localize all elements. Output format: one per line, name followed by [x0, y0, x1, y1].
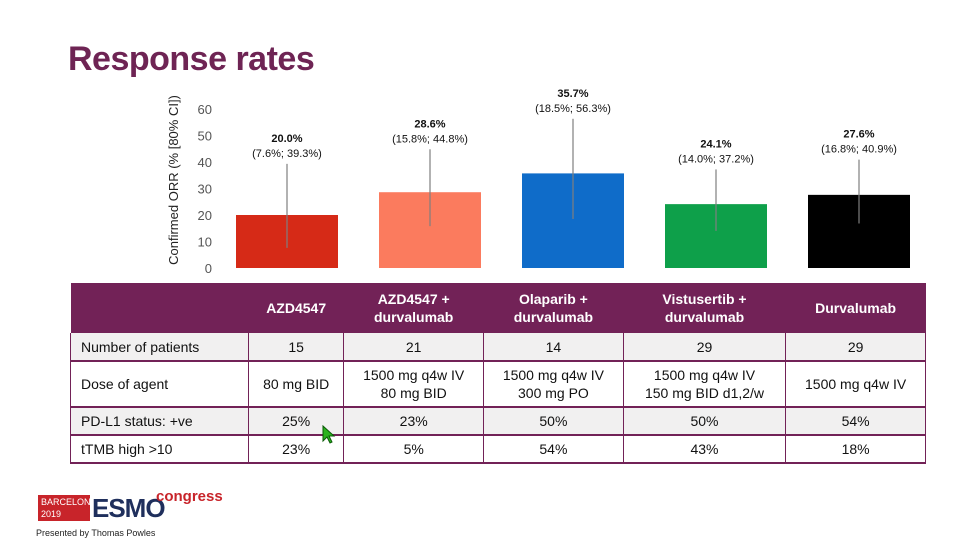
row-label: Number of patients [70, 333, 249, 362]
presenter-credit: Presented by Thomas Powles [36, 528, 156, 538]
row-label: PD-L1 status: +ve [70, 407, 249, 436]
ci-label: (18.5%; 56.3%) [535, 103, 611, 115]
slide-title: Response rates [68, 40, 315, 78]
data-label: 24.1% [700, 138, 731, 150]
patient-characteristics-table: AZD4547 AZD4547 + durvalumab Olaparib + … [70, 283, 926, 464]
y-tick-label: 50 [198, 129, 212, 144]
y-tick-label: 10 [198, 235, 212, 250]
table-cell: 15 [247, 333, 345, 362]
ci-label: (15.8%; 44.8%) [392, 133, 468, 145]
y-tick-label: 30 [198, 182, 212, 197]
logo-city-badge: BARCELONA 2019 [38, 495, 97, 521]
row-label: Dose of agent [70, 361, 249, 408]
table-cell: 1500 mg q4w IV 80 mg BID [343, 361, 485, 408]
y-tick-label: 60 [198, 102, 212, 117]
data-label: 28.6% [414, 118, 445, 130]
table-cell: 1500 mg q4w IV 300 mg PO [483, 361, 624, 408]
y-tick-label: 0 [205, 261, 212, 276]
table-header-cell: AZD4547 [248, 283, 344, 333]
table-cell: 29 [785, 333, 926, 362]
y-tick-label: 20 [198, 208, 212, 223]
table-header-cell: Olaparib + durvalumab [483, 283, 624, 333]
table-cell: 54% [785, 407, 926, 436]
logo-event: congress [156, 488, 223, 505]
table-cell: 1500 mg q4w IV [785, 361, 926, 408]
table-row: PD-L1 status: +ve 25% 23% 50% 50% 54% [70, 407, 926, 436]
table-cell: 54% [483, 435, 624, 464]
table-cell: 18% [785, 435, 926, 464]
table-cell: 50% [483, 407, 624, 436]
table-row: Number of patients 15 21 14 29 29 [70, 333, 926, 362]
ci-label: (14.0%; 37.2%) [678, 153, 754, 165]
table-cell: 14 [483, 333, 624, 362]
logo-city: BARCELONA [41, 497, 97, 507]
data-label: 20.0% [271, 133, 302, 145]
ci-label: (7.6%; 39.3%) [252, 148, 322, 160]
table-cell: 50% [622, 407, 787, 436]
table-cell: 80 mg BID [247, 361, 345, 408]
table-header-row: AZD4547 AZD4547 + durvalumab Olaparib + … [70, 283, 926, 333]
table-cell: 43% [622, 435, 787, 464]
logo-brand: ESMO [92, 493, 166, 523]
table-cell: 21 [343, 333, 485, 362]
table-cell: 23% [343, 407, 485, 436]
table-cell: 1500 mg q4w IV 150 mg BID d1,2/w [622, 361, 787, 408]
table-row: Dose of agent 80 mg BID 1500 mg q4w IV 8… [70, 361, 926, 408]
table-header-cell: Vistusertib + durvalumab [623, 283, 786, 333]
ci-label: (16.8%; 40.9%) [821, 144, 897, 156]
mouse-cursor-icon [322, 425, 336, 444]
table-cell: 5% [343, 435, 485, 464]
y-tick-label: 40 [198, 155, 212, 170]
bars-group: 20.0% (7.6%; 39.3%) 28.6% (15.8%; 44.8%) 35.… [236, 88, 910, 268]
y-axis-label: Confirmed ORR (% [80% CI]) [166, 95, 181, 265]
y-axis-ticks: 0 10 20 30 40 50 60 [198, 102, 212, 276]
table-header-cell: AZD4547 + durvalumab [343, 283, 484, 333]
esmo-congress-logo: BARCELONA 2019 ESMO congress [38, 488, 223, 529]
logo-year: 2019 [41, 509, 62, 519]
data-label: 35.7% [557, 88, 588, 100]
table-header-cell: Durvalumab [785, 283, 926, 333]
data-label: 27.6% [843, 129, 874, 141]
orr-bar-chart: Confirmed ORR (% [80% CI]) 0 10 20 30 40 50 60… [166, 88, 910, 276]
table-row: tTMB high >10 23% 5% 54% 43% 18% [70, 435, 926, 464]
table-header-cell [70, 283, 249, 333]
row-label: tTMB high >10 [70, 435, 249, 464]
table-cell: 29 [622, 333, 787, 362]
